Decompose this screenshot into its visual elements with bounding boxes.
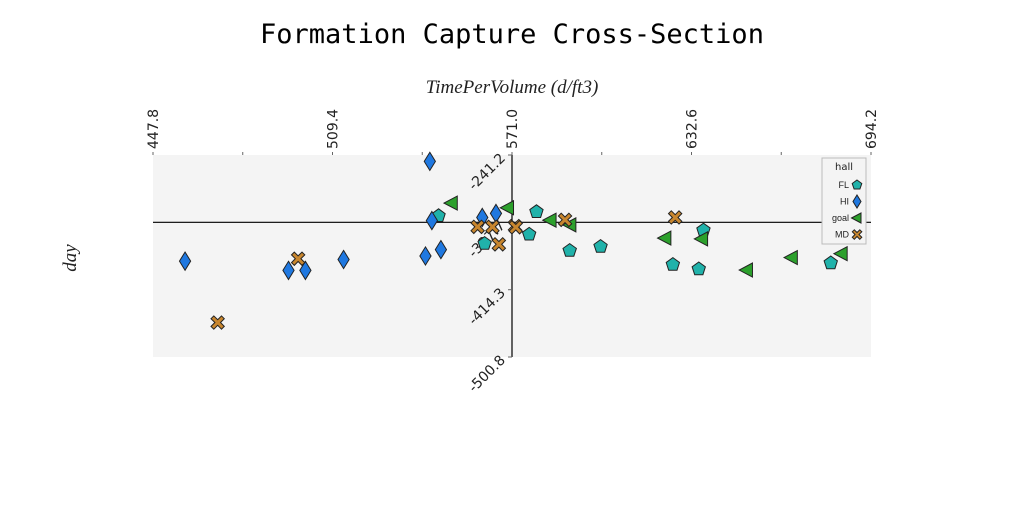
point-hi xyxy=(425,210,439,231)
point-fl xyxy=(691,261,706,276)
point-md xyxy=(667,210,683,225)
x-ticks: 447.8 509.4 571.0 632.6 694.2 xyxy=(146,109,880,155)
point-md xyxy=(485,219,500,235)
point-hi xyxy=(178,251,192,272)
series-hi xyxy=(178,151,503,281)
point-hi xyxy=(299,260,312,281)
point-hi xyxy=(434,239,448,260)
point-fl xyxy=(665,256,681,271)
point-goal xyxy=(499,199,515,216)
legend-marker-md xyxy=(851,229,863,241)
point-fl xyxy=(593,238,608,253)
x-tick-label: 694.2 xyxy=(864,109,880,149)
point-hi xyxy=(423,151,437,172)
x-tick-label: 447.8 xyxy=(146,109,162,149)
point-hi xyxy=(419,245,432,267)
legend-title: hall xyxy=(835,162,853,173)
point-md xyxy=(508,219,524,235)
x-tick-label: 509.4 xyxy=(326,109,342,149)
point-md xyxy=(491,236,507,252)
legend-items: FL HI goal MD xyxy=(832,179,863,241)
legend-label-fl: FL xyxy=(838,180,849,190)
legend-label-hi: HI xyxy=(840,197,849,207)
point-goal xyxy=(656,230,672,246)
point-goal xyxy=(832,245,848,262)
point-fl xyxy=(477,235,492,250)
y-tick-label: -500.8 xyxy=(466,353,509,396)
series-fl xyxy=(431,204,838,276)
x-tick-label: 632.6 xyxy=(685,109,701,149)
y-axis-label: day xyxy=(60,244,81,272)
point-goal xyxy=(782,249,798,266)
legend-marker-hi xyxy=(852,194,862,209)
point-fl xyxy=(521,226,537,241)
point-goal xyxy=(442,195,458,211)
legend-label-md: MD xyxy=(835,230,849,240)
legend-marker-goal xyxy=(850,212,862,224)
point-goal xyxy=(541,212,557,229)
x-axis-label: TimePerVolume (d/ft3) xyxy=(426,77,599,98)
point-goal xyxy=(738,262,753,278)
legend: hall FL HI goal MD xyxy=(821,157,867,245)
x-tick-label: 571.0 xyxy=(505,109,521,149)
point-goal xyxy=(693,231,709,247)
legend-label-goal: goal xyxy=(832,213,849,223)
point-md xyxy=(210,315,226,330)
point-md xyxy=(470,219,486,235)
point-fl xyxy=(529,204,544,218)
point-hi xyxy=(337,249,350,270)
point-hi xyxy=(282,260,295,281)
point-md xyxy=(557,212,573,228)
point-fl xyxy=(823,255,838,270)
point-md xyxy=(290,251,306,267)
chart-title: Formation Capture Cross-Section xyxy=(260,19,764,50)
point-fl xyxy=(562,242,577,257)
legend-marker-fl xyxy=(851,179,863,190)
data-points xyxy=(178,151,848,330)
series-md xyxy=(210,210,683,330)
